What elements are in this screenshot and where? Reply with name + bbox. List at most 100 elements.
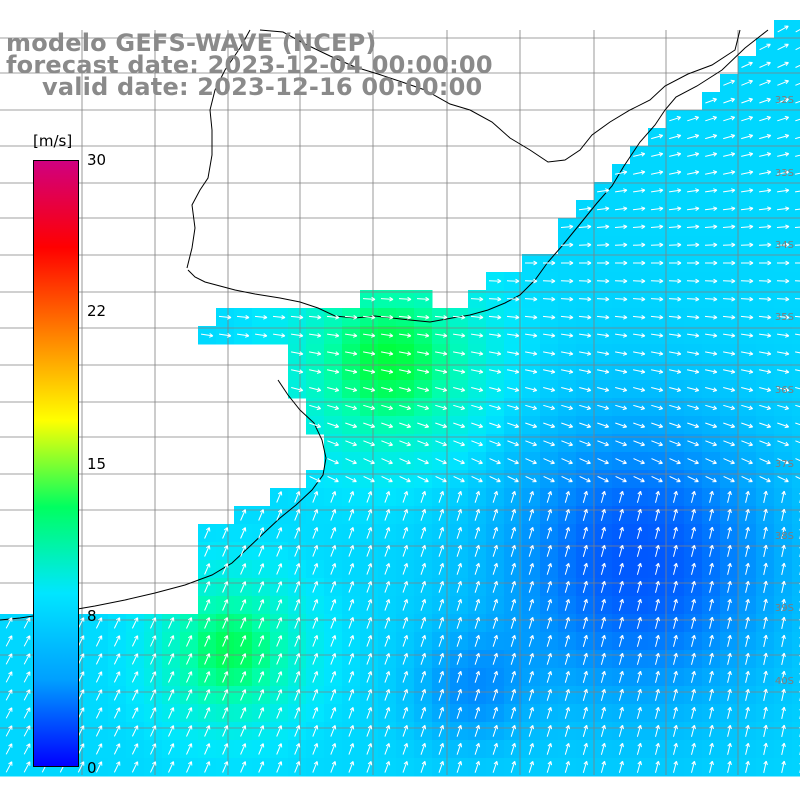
wind-arrow [399, 458, 411, 465]
wind-arrow [453, 351, 466, 356]
wind-arrow [596, 242, 610, 248]
wind-direction-arrows [5, 25, 800, 774]
wind-arrow [781, 508, 786, 522]
wind-arrow [420, 616, 427, 629]
wind-arrow [777, 188, 790, 193]
wind-arrow [763, 724, 768, 738]
wind-arrow [417, 458, 429, 465]
wind-arrow [636, 544, 642, 557]
wind-cell [792, 506, 800, 525]
wind-arrow [781, 634, 786, 648]
wind-arrow [131, 725, 139, 737]
wind-arrow [687, 440, 699, 447]
wind-arrow [186, 617, 193, 629]
wind-arrow [186, 743, 193, 755]
wind-arrow [420, 724, 427, 737]
wind-arrow [561, 458, 573, 465]
wind-arrow [363, 458, 375, 465]
wind-arrow [528, 742, 535, 755]
wind-arrow [240, 653, 247, 665]
wind-arrow [596, 206, 610, 212]
wind-arrow [438, 688, 445, 701]
wind-arrow [366, 527, 373, 539]
wind-arrow [150, 617, 157, 629]
wind-arrow [417, 422, 430, 429]
wind-arrow [546, 742, 553, 755]
wind-arrow [276, 599, 283, 611]
wind-arrow [781, 670, 786, 684]
wind-arrow [470, 296, 484, 302]
wind-arrow [506, 369, 520, 374]
wind-arrow [794, 280, 800, 282]
wind-arrow [542, 278, 556, 284]
wind-arrow [95, 743, 103, 755]
wind-arrow [704, 369, 718, 374]
wind-arrow [673, 634, 678, 647]
wind-arrow [669, 170, 682, 175]
wind-arrow [168, 761, 175, 773]
wind-arrow [327, 387, 340, 392]
wind-arrow [633, 440, 645, 447]
wind-arrow [686, 314, 700, 320]
wind-arrow [456, 742, 463, 755]
wind-arrow [614, 296, 628, 302]
wind-arrow [691, 526, 696, 539]
wind-arrow [366, 581, 373, 593]
wind-arrow [596, 278, 610, 284]
wind-arrow [402, 635, 409, 647]
wind-arrow [276, 581, 283, 593]
wind-arrow [615, 188, 628, 193]
wind-arrow [507, 458, 519, 465]
wind-arrow [615, 475, 627, 483]
wind-arrow [691, 598, 696, 611]
wind-arrow [456, 544, 463, 557]
wind-arrow [489, 440, 501, 447]
wind-arrow [668, 278, 682, 284]
wind-arrow [399, 475, 411, 483]
wind-arrow [308, 369, 322, 374]
wind-arrow [420, 742, 427, 755]
wind-arrow [709, 670, 714, 683]
wind-arrow [438, 598, 445, 611]
wind-arrow [723, 333, 736, 338]
wind-arrow [488, 314, 502, 320]
wind-arrow [276, 545, 283, 557]
wind-arrow [668, 242, 682, 248]
wind-arrow [759, 458, 771, 465]
wind-arrow [510, 616, 517, 629]
wind-arrow [168, 725, 175, 737]
wind-arrow [366, 689, 373, 701]
wind-arrow [258, 599, 265, 611]
wind-arrow [366, 491, 373, 503]
wind-arrow [687, 152, 700, 157]
wind-cell [792, 110, 800, 129]
wind-arrow [95, 725, 103, 737]
wind-arrow [632, 296, 646, 302]
wind-arrow [294, 545, 301, 557]
wind-arrow [420, 598, 427, 611]
wind-arrow [204, 617, 211, 629]
wind-arrow [276, 653, 283, 665]
wind-cell [792, 164, 800, 183]
wind-arrow [492, 634, 499, 647]
wind-arrow [507, 333, 520, 338]
wind-arrow [741, 134, 754, 140]
wind-arrow [704, 296, 718, 302]
wind-arrow [327, 475, 339, 483]
wind-arrow [348, 617, 355, 629]
wind-arrow [727, 742, 732, 755]
wind-arrow [759, 188, 772, 193]
wind-arrow [633, 475, 645, 483]
wind-arrow [740, 296, 754, 302]
wind-arrow [420, 508, 427, 521]
wind-arrow [222, 707, 229, 719]
wind-arrow [546, 706, 553, 719]
wind-arrow [741, 404, 754, 411]
wind-arrow [474, 490, 481, 503]
wind-arrow [673, 544, 678, 557]
wind-arrow [366, 635, 373, 647]
wind-arrow [759, 387, 772, 392]
wind-arrow [709, 652, 714, 665]
wind-arrow [669, 404, 682, 411]
wind-arrow [705, 422, 718, 429]
